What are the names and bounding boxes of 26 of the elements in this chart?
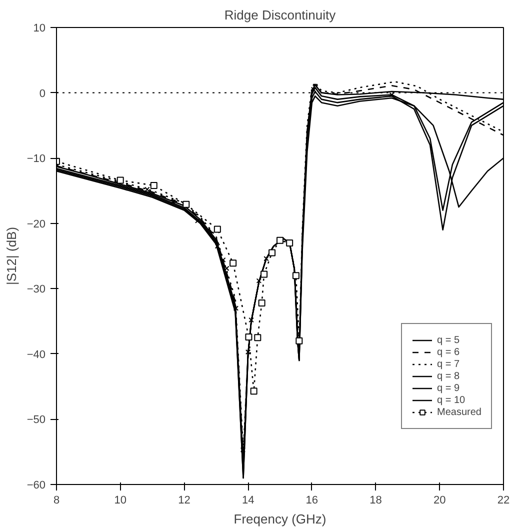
legend-label: q = 7: [437, 358, 460, 370]
x-tick-label: 8: [53, 494, 60, 506]
x-tick-label: 16: [306, 494, 318, 506]
y-tick-label: −60: [26, 480, 46, 492]
legend-label: q = 10: [437, 394, 466, 406]
y-tick-label: −40: [26, 348, 46, 361]
x-tick-label: 14: [242, 494, 254, 506]
legend-label: q = 8: [437, 370, 460, 382]
x-axis-title: Freqency (GHz): [234, 512, 326, 526]
legend-label: q = 6: [437, 346, 460, 358]
x-tick-label: 10: [114, 494, 126, 506]
chart-title: Ridge Discontinuity: [224, 8, 336, 22]
y-tick-label: −10: [26, 153, 46, 166]
x-tick-label: 12: [178, 494, 190, 506]
legend-label: q = 5: [437, 334, 460, 346]
y-tick-label: 10: [33, 22, 46, 34]
y-tick-label: −50: [26, 414, 46, 426]
y-tick-label: −30: [26, 284, 46, 296]
y-tick-label: −20: [26, 218, 46, 230]
legend-label: q = 9: [437, 382, 460, 394]
legend-label: Measured: [437, 406, 482, 418]
x-tick-label: 18: [370, 494, 382, 506]
y-axis-title: |S12| (dB): [4, 226, 19, 286]
x-tick-label: 22: [497, 494, 510, 506]
x-tick-label: 20: [434, 494, 446, 506]
y-tick-label: 0: [39, 88, 46, 100]
